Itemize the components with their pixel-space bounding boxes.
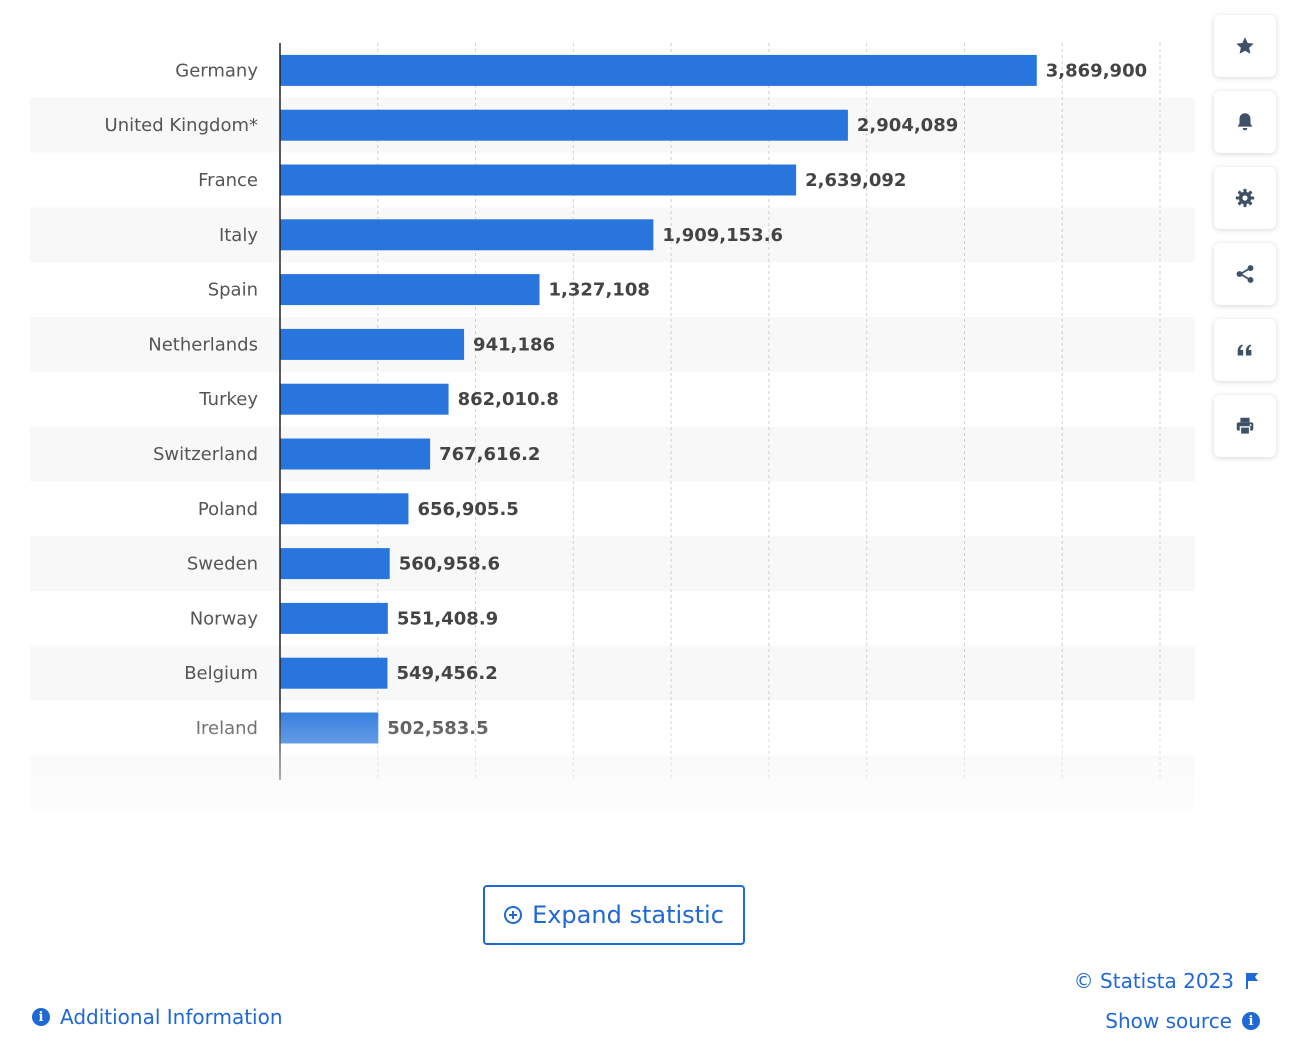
value-label: 1,909,153.6: [662, 225, 783, 246]
toolbar-sidebar: [1214, 15, 1276, 471]
value-label: 767,616.2: [439, 444, 540, 465]
value-label: 862,010.8: [458, 389, 559, 410]
row-band: [30, 536, 1195, 591]
bar[interactable]: [280, 602, 388, 634]
info-icon: i: [32, 1008, 50, 1026]
bar-chart: Germany 3,869,900 United Kingdom* 2,904,089…: [0, 43, 1200, 860]
bar[interactable]: [280, 219, 654, 251]
bar[interactable]: [280, 328, 465, 360]
cite-button[interactable]: [1214, 319, 1276, 381]
expand-statistic-button[interactable]: Expand statistic: [483, 885, 745, 945]
bell-icon: [1237, 113, 1253, 131]
category-label: Italy: [219, 225, 258, 246]
value-label: 3,869,900: [1046, 60, 1147, 81]
quote-icon: [1237, 344, 1252, 356]
gear-icon: [1235, 188, 1255, 208]
notification-button[interactable]: [1214, 91, 1276, 153]
settings-button[interactable]: [1214, 167, 1276, 229]
print-button[interactable]: [1214, 395, 1276, 457]
value-label: 2,904,089: [857, 115, 958, 136]
print-icon: [1236, 417, 1254, 435]
bar[interactable]: [280, 657, 388, 689]
bar[interactable]: [280, 274, 540, 306]
fade-overlay: [0, 700, 1200, 860]
favorite-button[interactable]: [1214, 15, 1276, 77]
category-label: Turkey: [198, 389, 258, 410]
plus-circle-icon: [504, 906, 523, 924]
category-label: Switzerland: [153, 444, 258, 465]
bar[interactable]: [280, 493, 409, 525]
value-label: 1,327,108: [549, 280, 650, 301]
row-band: [30, 317, 1195, 372]
value-label: 560,958.6: [399, 554, 500, 575]
copyright-notice: © Statista 2023: [1074, 968, 1260, 994]
row-band: [30, 645, 1195, 701]
star-icon: [1236, 37, 1254, 54]
value-label: 2,639,092: [805, 170, 906, 191]
bar[interactable]: [280, 54, 1037, 86]
value-label: 551,408.9: [397, 608, 498, 629]
additional-information-label: Additional Information: [60, 1005, 283, 1029]
value-label: 941,186: [473, 334, 555, 355]
copyright-label: © Statista 2023: [1073, 969, 1234, 993]
bar[interactable]: [280, 548, 390, 580]
category-label: Germany: [175, 60, 258, 81]
category-label: Poland: [198, 499, 258, 520]
additional-information-link[interactable]: i Additional Information: [32, 1004, 283, 1030]
show-source-link[interactable]: Show source i: [1105, 1008, 1260, 1034]
bar[interactable]: [280, 383, 449, 415]
info-icon: i: [1242, 1012, 1260, 1030]
show-source-label: Show source: [1105, 1009, 1232, 1033]
bar[interactable]: [280, 438, 431, 470]
category-label: United Kingdom*: [105, 115, 258, 136]
bar[interactable]: [280, 164, 797, 196]
expand-statistic-label: Expand statistic: [532, 901, 724, 929]
share-icon: [1236, 265, 1254, 283]
value-label: 656,905.5: [417, 499, 518, 520]
category-label: Belgium: [184, 663, 258, 684]
category-label: Norway: [190, 608, 259, 629]
category-label: Netherlands: [148, 334, 258, 355]
category-label: France: [198, 170, 258, 191]
row-band: [30, 426, 1195, 482]
category-label: Spain: [208, 280, 258, 301]
flag-icon[interactable]: [1244, 972, 1260, 990]
value-label: 549,456.2: [396, 663, 497, 684]
bar[interactable]: [280, 109, 848, 141]
share-button[interactable]: [1214, 243, 1276, 305]
category-label: Sweden: [187, 554, 258, 575]
